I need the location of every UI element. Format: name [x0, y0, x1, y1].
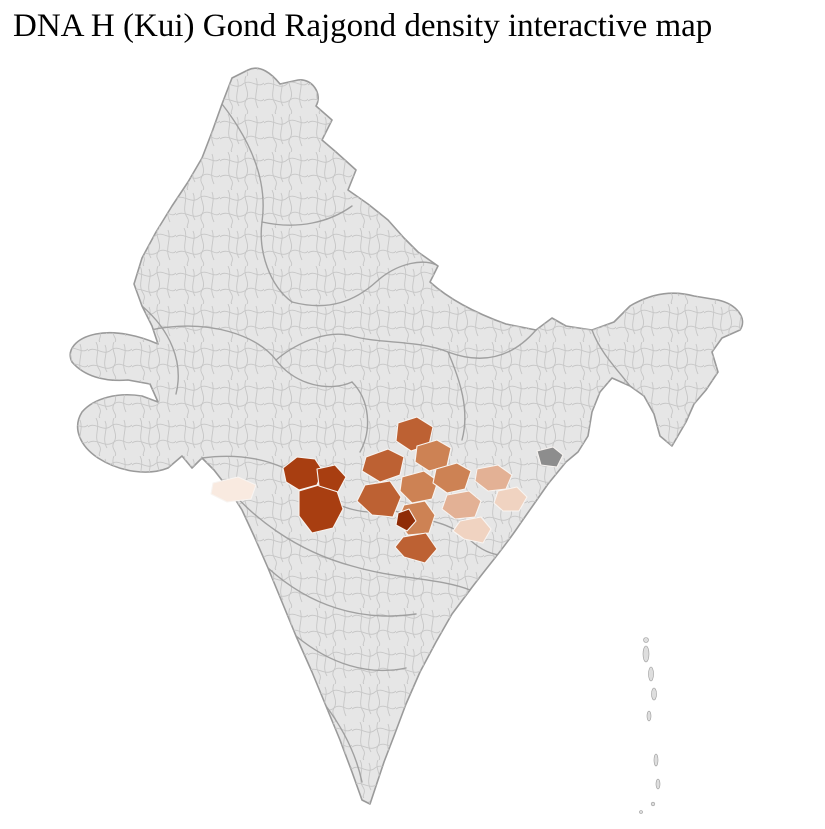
district-density-very-light[interactable] — [452, 516, 492, 544]
district-density-very-high[interactable] — [316, 464, 347, 493]
page-title: DNA H (Kui) Gond Rajgond density interac… — [13, 8, 713, 44]
district-density-medium[interactable] — [399, 470, 439, 504]
island[interactable] — [650, 801, 656, 807]
island[interactable] — [648, 666, 654, 682]
island[interactable] — [653, 753, 659, 767]
district-density-high[interactable] — [356, 480, 402, 518]
island[interactable] — [655, 778, 661, 790]
district-density-medium[interactable] — [432, 462, 472, 494]
district-density-high[interactable] — [361, 448, 405, 483]
district-dark-gray[interactable] — [536, 446, 564, 468]
island[interactable] — [642, 645, 650, 663]
island[interactable] — [643, 637, 649, 643]
district-density-very-light[interactable] — [493, 486, 528, 512]
andaman-nicobar-islands — [639, 637, 661, 814]
district-density-high[interactable] — [394, 532, 438, 564]
island[interactable] — [646, 710, 652, 722]
district-density-light[interactable] — [441, 490, 482, 520]
island[interactable] — [639, 810, 643, 814]
island[interactable] — [651, 687, 657, 701]
district-density-highest[interactable] — [395, 508, 417, 532]
district-density-lightest[interactable] — [210, 476, 257, 503]
highlighted-districts — [210, 416, 564, 564]
